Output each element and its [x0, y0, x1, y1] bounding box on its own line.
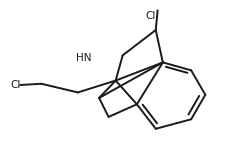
Text: Cl: Cl [11, 80, 21, 90]
Text: Cl: Cl [145, 11, 156, 21]
Text: HN: HN [76, 53, 92, 63]
